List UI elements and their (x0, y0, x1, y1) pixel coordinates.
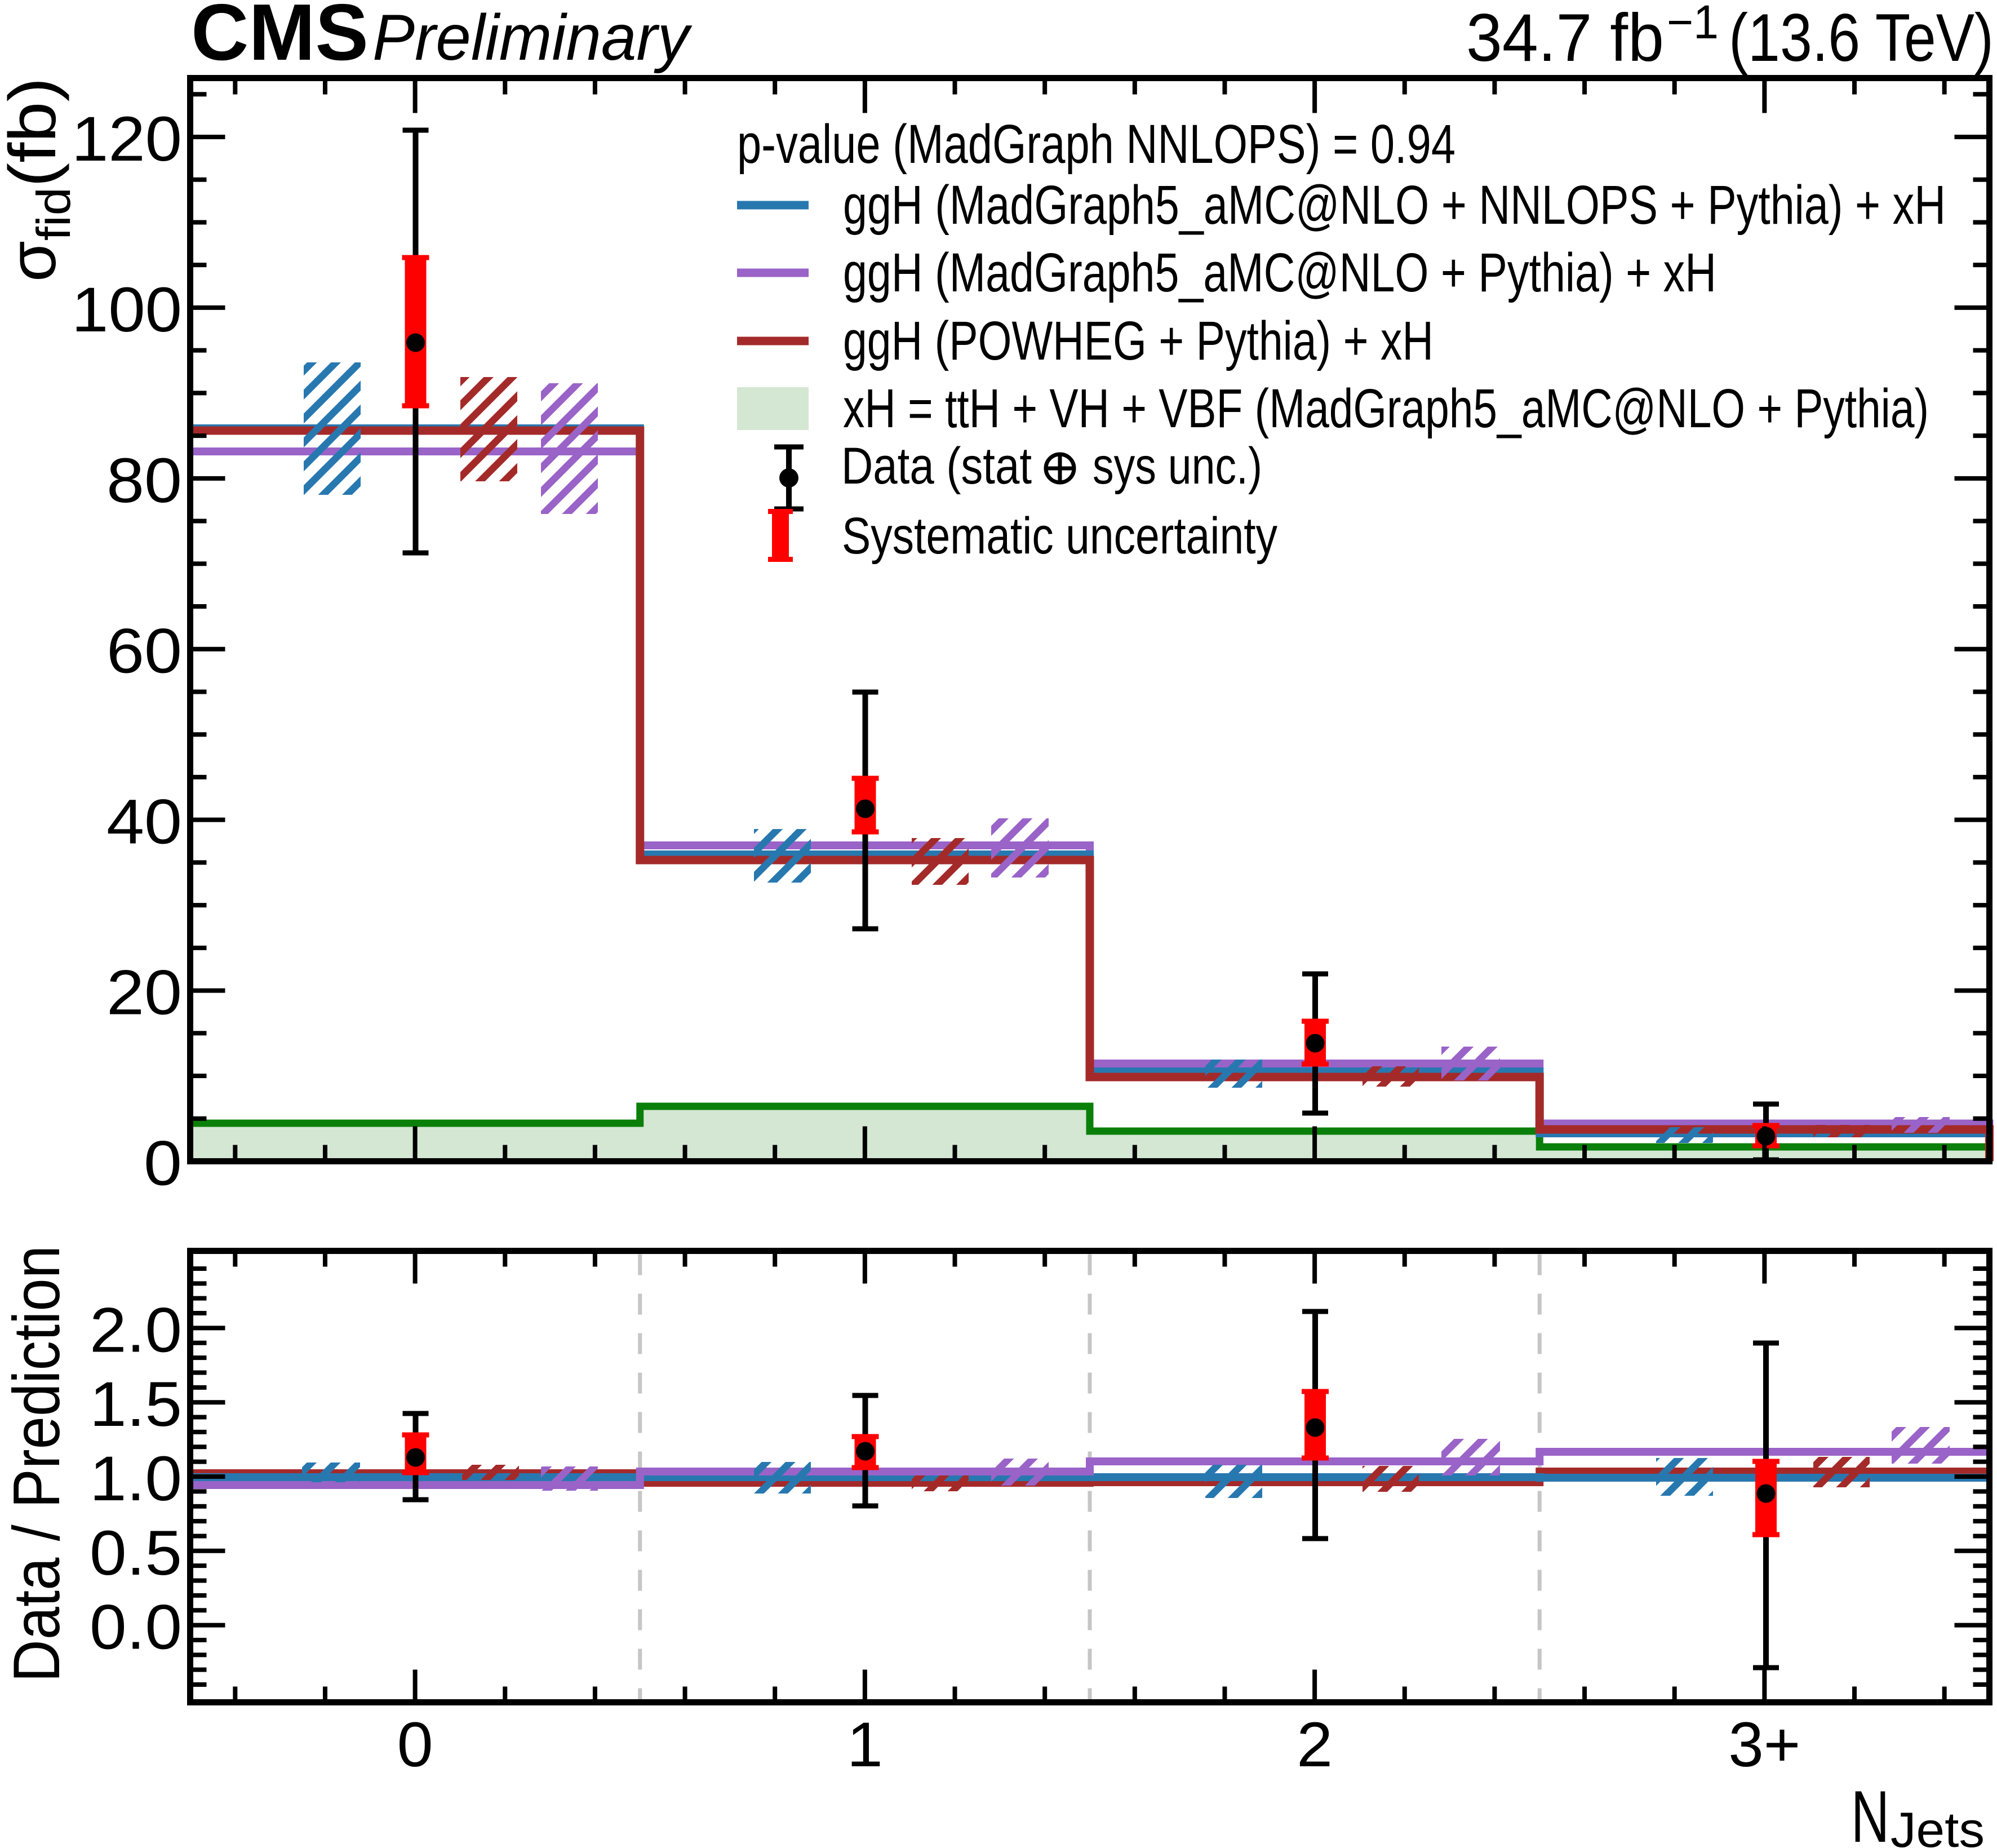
svg-text:34.7 fb: 34.7 fb (1466, 0, 1664, 76)
svg-text:2: 2 (1297, 1709, 1333, 1780)
svg-text:1: 1 (847, 1709, 883, 1780)
svg-text:0: 0 (397, 1709, 433, 1780)
svg-text:3+: 3+ (1728, 1709, 1800, 1780)
svg-text:60: 60 (106, 616, 182, 686)
svg-text:p-value (MadGraph NNLOPS) = 0.: p-value (MadGraph NNLOPS) = 0.94 (737, 113, 1455, 175)
svg-text:CMS: CMS (191, 0, 369, 77)
svg-text:0.0: 0.0 (90, 1592, 182, 1663)
svg-text:σfid(fb): σfid(fb) (0, 77, 80, 282)
svg-text:sys unc.): sys unc.) (1093, 437, 1262, 495)
svg-text:N: N (1851, 1775, 1889, 1848)
svg-text:ggH (MadGraph5_aMC@NLO + NNLOP: ggH (MadGraph5_aMC@NLO + NNLOPS + Pythia… (843, 174, 1946, 236)
svg-text:Jets: Jets (1891, 1802, 1985, 1848)
svg-text:120: 120 (72, 104, 182, 174)
svg-text:20: 20 (106, 958, 182, 1028)
svg-text:100: 100 (72, 274, 182, 345)
svg-text:ggH (MadGraph5_aMC@NLO + Pythi: ggH (MadGraph5_aMC@NLO + Pythia) + xH (843, 242, 1716, 303)
svg-text:80: 80 (106, 445, 182, 516)
svg-text:40: 40 (106, 787, 182, 857)
svg-text:Data (stat: Data (stat (841, 437, 1032, 495)
svg-text:Data / Prediction: Data / Prediction (0, 1246, 73, 1682)
svg-text:−1: −1 (1667, 0, 1719, 48)
svg-text:1.5: 1.5 (90, 1369, 182, 1439)
svg-text:Systematic uncertainty: Systematic uncertainty (842, 507, 1277, 565)
svg-text:ggH (POWHEG + Pythia) + xH: ggH (POWHEG + Pythia) + xH (843, 310, 1434, 371)
svg-text:Preliminary: Preliminary (372, 2, 693, 74)
svg-text:0.5: 0.5 (90, 1518, 182, 1588)
svg-text:2.0: 2.0 (90, 1295, 182, 1365)
svg-text:(13.6 TeV): (13.6 TeV) (1729, 0, 1994, 76)
svg-text:xH = ttH + VH + VBF (MadGraph5: xH = ttH + VH + VBF (MadGraph5_aMC@NLO +… (843, 378, 1929, 439)
svg-text:0: 0 (144, 1128, 182, 1199)
svg-text:1.0: 1.0 (90, 1443, 182, 1514)
